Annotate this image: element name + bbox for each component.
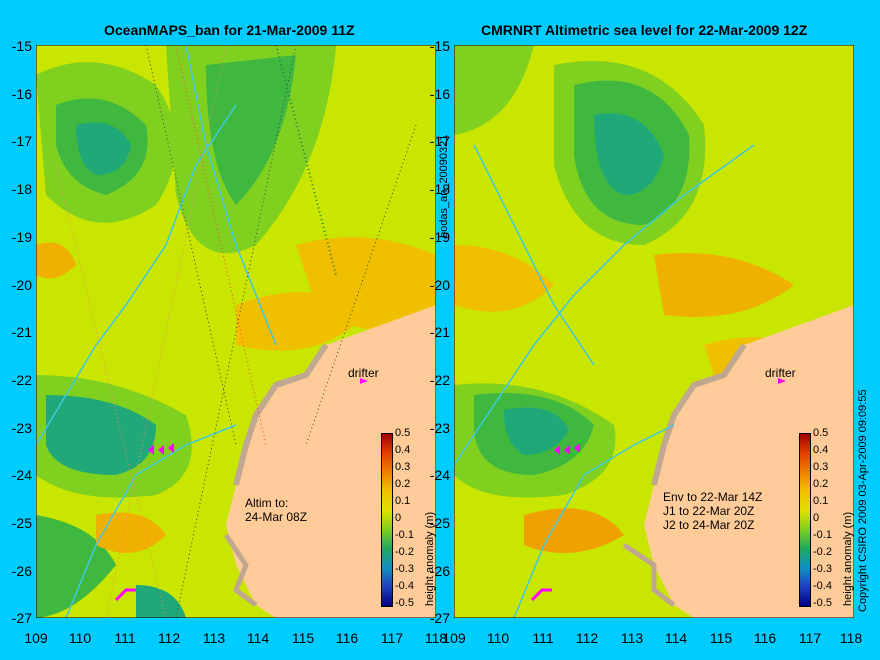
colorbar-tick: 0.1 bbox=[395, 495, 411, 507]
x-tick-label: 117 bbox=[798, 630, 822, 646]
x-tick-label: 116 bbox=[753, 630, 777, 646]
x-tick-label: 112 bbox=[157, 630, 181, 646]
right-panel-title: CMRNRT Altimetric sea level for 22-Mar-2… bbox=[481, 22, 808, 38]
colorbar-tick: -0.3 bbox=[813, 563, 832, 575]
colorbar-tick: -0.3 bbox=[395, 563, 414, 575]
colorbar-tick: 0.3 bbox=[813, 461, 829, 473]
y-tick-label: -16 bbox=[429, 86, 450, 102]
colorbar-tick: -0.2 bbox=[813, 546, 832, 558]
x-tick-label: 111 bbox=[114, 630, 136, 646]
colorbar-tick: -0.5 bbox=[813, 597, 832, 609]
y-tick-label: -20 bbox=[11, 277, 32, 293]
x-tick-label: 112 bbox=[575, 630, 599, 646]
y-tick-label: -21 bbox=[429, 324, 450, 340]
x-tick-label: 114 bbox=[246, 630, 270, 646]
x-tick-label: 116 bbox=[335, 630, 359, 646]
y-tick-label: -25 bbox=[11, 515, 32, 531]
y-tick-label: -16 bbox=[11, 86, 32, 102]
colorbar-tick: 0.1 bbox=[813, 495, 829, 507]
colorbar-tick: 0.5 bbox=[813, 427, 829, 439]
y-tick-label: -23 bbox=[429, 420, 450, 436]
y-tick-label: -24 bbox=[429, 467, 450, 483]
colorbar-tick: 0.2 bbox=[813, 478, 829, 490]
y-tick-label: -26 bbox=[429, 563, 450, 579]
y-tick-label: -15 bbox=[429, 38, 450, 54]
x-tick-label: 114 bbox=[664, 630, 688, 646]
y-tick-label: -19 bbox=[11, 229, 32, 245]
x-tick-label: 113 bbox=[202, 630, 226, 646]
x-tick-label: 118 bbox=[839, 630, 863, 646]
colorbar-tick: -0.5 bbox=[395, 597, 414, 609]
y-tick-label: -27 bbox=[11, 610, 32, 626]
x-tick-label: 115 bbox=[291, 630, 315, 646]
colorbar-tick: -0.1 bbox=[813, 529, 832, 541]
x-tick-label: 115 bbox=[709, 630, 733, 646]
colorbar-tick: 0.4 bbox=[395, 444, 411, 456]
x-tick-label: 109 bbox=[442, 630, 466, 646]
left-annotation: Altim to: 24-Mar 08Z bbox=[245, 496, 308, 524]
y-tick-label: -23 bbox=[11, 420, 32, 436]
copyright-label: Copyright CSIRO 2009 03-Apr-2009 09:09:5… bbox=[857, 389, 869, 612]
colorbar-tick: -0.4 bbox=[395, 580, 414, 592]
left-drifter-label: drifter bbox=[348, 366, 379, 380]
y-tick-label: -17 bbox=[11, 133, 32, 149]
x-tick-label: 109 bbox=[24, 630, 48, 646]
y-tick-label: -27 bbox=[429, 610, 450, 626]
x-tick-label: 113 bbox=[620, 630, 644, 646]
y-tick-label: -22 bbox=[11, 372, 32, 388]
x-tick-label: 117 bbox=[380, 630, 404, 646]
y-tick-label: -18 bbox=[11, 181, 32, 197]
x-tick-label: 111 bbox=[532, 630, 554, 646]
right-annotation: Env to 22-Mar 14Z J1 to 22-Mar 20Z J2 to… bbox=[663, 490, 763, 532]
x-tick-label: 118 bbox=[424, 630, 448, 646]
y-tick-label: -26 bbox=[11, 563, 32, 579]
left-panel-title: OceanMAPS_ban for 21-Mar-2009 11Z bbox=[104, 22, 355, 38]
y-tick-label: -15 bbox=[11, 38, 32, 54]
y-tick-label: -17 bbox=[429, 133, 450, 149]
colorbar-tick: 0.4 bbox=[813, 444, 829, 456]
y-tick-label: -25 bbox=[429, 515, 450, 531]
colorbar-tick: -0.1 bbox=[395, 529, 414, 541]
y-tick-label: -20 bbox=[429, 277, 450, 293]
y-tick-label: -19 bbox=[429, 229, 450, 245]
right-colorbar-label: height anomaly (m) bbox=[842, 511, 854, 606]
y-tick-label: -24 bbox=[11, 467, 32, 483]
colorbar-tick: 0 bbox=[813, 512, 820, 524]
colorbar-tick: 0 bbox=[395, 512, 402, 524]
x-tick-label: 110 bbox=[486, 630, 510, 646]
y-tick-label: -22 bbox=[429, 372, 450, 388]
x-tick-label: 110 bbox=[68, 630, 92, 646]
colorbar-tick: 0.3 bbox=[395, 461, 411, 473]
left-colorbar bbox=[381, 433, 393, 607]
colorbar-tick: -0.2 bbox=[395, 546, 414, 558]
left-map bbox=[36, 45, 436, 618]
right-map bbox=[454, 45, 854, 618]
colorbar-tick: -0.4 bbox=[813, 580, 832, 592]
y-tick-label: -21 bbox=[11, 324, 32, 340]
right-colorbar bbox=[799, 433, 811, 607]
y-tick-label: -18 bbox=[429, 181, 450, 197]
right-drifter-label: drifter bbox=[765, 366, 796, 380]
colorbar-tick: 0.2 bbox=[395, 478, 411, 490]
colorbar-tick: 0.5 bbox=[395, 427, 411, 439]
